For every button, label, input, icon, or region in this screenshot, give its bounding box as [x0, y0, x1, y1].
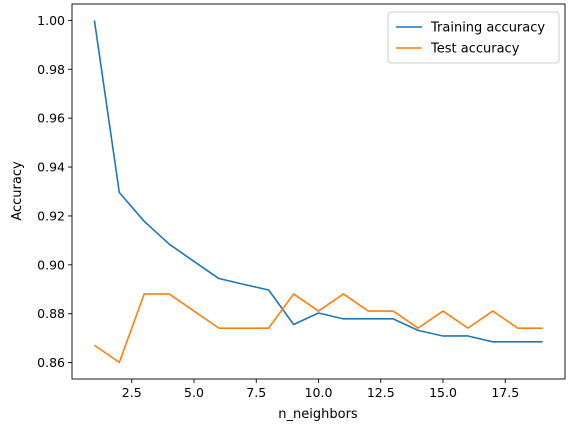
series-layer	[93, 20, 543, 364]
x-tick-label: 2.5	[122, 385, 142, 400]
y-axis-label: Accuracy	[10, 161, 25, 221]
x-tick-label: 15.0	[429, 385, 457, 400]
x-axis-ticks: 2.5 5.0 7.5 10.0 12.5 15.0 17.5	[122, 379, 519, 400]
y-tick-label: 0.98	[37, 62, 65, 77]
y-tick-label: 0.90	[37, 257, 65, 272]
y-tick-label: 0.88	[37, 306, 65, 321]
x-axis-label: n_neighbors	[278, 407, 358, 422]
legend-label-test-accuracy: Test accuracy	[430, 42, 520, 57]
legend: Training accuracy Test accuracy	[387, 11, 560, 64]
y-tick-label: 0.92	[37, 208, 65, 223]
legend-label-training-accuracy: Training accuracy	[430, 21, 545, 36]
y-tick-label: 0.94	[37, 160, 65, 175]
x-tick-label: 7.5	[246, 385, 266, 400]
y-tick-label: 1.00	[37, 13, 65, 28]
y-axis-ticks: 0.86 0.88 0.90 0.92 0.94 0.96 0.98 1.00	[37, 13, 72, 370]
y-tick-label: 0.86	[37, 355, 65, 370]
y-tick-label: 0.96	[37, 111, 65, 126]
x-tick-label: 5.0	[184, 385, 204, 400]
x-tick-label: 12.5	[367, 385, 395, 400]
x-tick-label: 17.5	[491, 385, 519, 400]
series-line-training-accuracy	[93, 20, 543, 343]
legend-box	[387, 11, 560, 64]
series-line-test-accuracy	[93, 293, 543, 364]
x-tick-label: 10.0	[305, 385, 333, 400]
